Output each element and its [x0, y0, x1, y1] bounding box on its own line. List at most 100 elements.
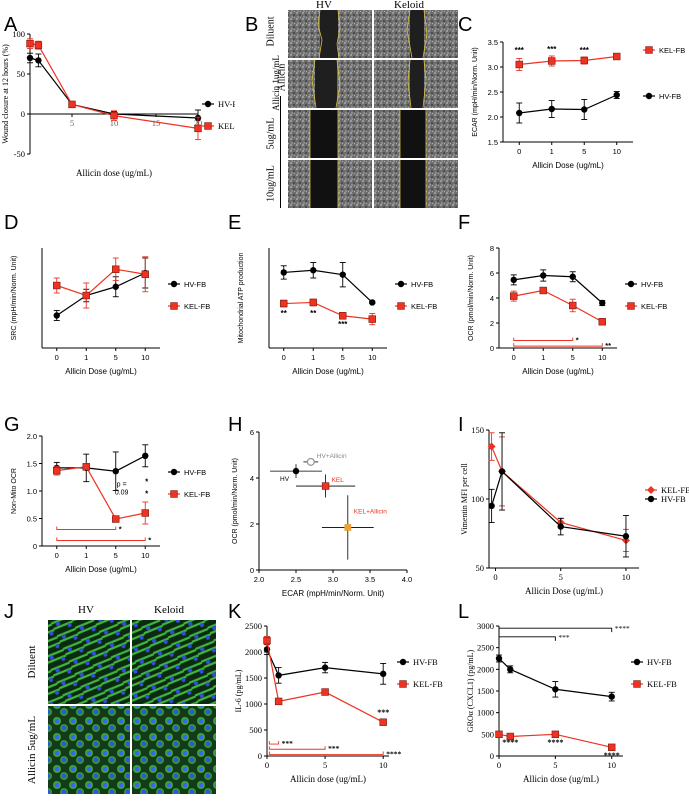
axes-K: 0 5 10 0 500 1000 1500 2000 2500 Allicin dose (ug… [234, 621, 389, 784]
annotation: *** [580, 46, 590, 55]
x-tick-label: 10 [110, 118, 119, 128]
data-point [548, 105, 555, 113]
data-point [309, 298, 317, 307]
micrograph-b-grid [288, 9, 458, 208]
data-point [26, 39, 34, 48]
point-group: HV+Allicin [303, 453, 347, 466]
series-line [56, 455, 146, 472]
data-point [112, 468, 119, 475]
micrograph-j-row-allicin: Allicin 5ug/mL [26, 715, 38, 785]
x-tick-label: 5 [553, 760, 557, 770]
point-group: KEL [296, 474, 356, 498]
legend-item: KEL-FB [631, 679, 677, 689]
data-point [82, 463, 90, 471]
annotation: ** [310, 309, 317, 318]
point-label: HV+Allicin [317, 453, 347, 460]
legend-item: HV-FB [202, 99, 235, 109]
x-tick-label: 15 [152, 118, 161, 128]
data-point [34, 41, 43, 49]
data-point [280, 269, 287, 276]
chart-il6: 0 5 10 0 500 1000 1500 2000 2500 Allicin dose (ug… [234, 621, 443, 784]
x-tick-label: 2.5 [291, 575, 301, 584]
y-tick-label: 0 [33, 542, 37, 551]
y-tick-label: 6 [250, 428, 254, 437]
chart-mito-atp: 0 1 5 10 Allicin Dose (ug/mL) Mitochondrial A… [238, 248, 437, 376]
series-hv-fb [53, 444, 149, 491]
series-kel-fb [280, 298, 376, 326]
series-hv-fb [495, 654, 615, 702]
series-line [56, 466, 146, 520]
y-tick-label: 1000 [477, 708, 494, 718]
micrograph-j-row-diluent: Diluent [26, 645, 38, 679]
x-tick-label: 5 [114, 353, 118, 362]
data-point [280, 299, 288, 308]
panel-label-b: B [245, 14, 259, 36]
panel-label-i: I [458, 414, 464, 436]
series-kel-fb [495, 730, 616, 752]
data-point [598, 318, 606, 326]
y-tick-label: 2500 [477, 643, 494, 653]
data-point [339, 271, 346, 278]
series-kel-fb [53, 256, 149, 309]
legend-marker [204, 122, 212, 130]
series-line [513, 274, 603, 304]
x-tick-label: 10 [141, 353, 149, 362]
bracket-label: * [576, 336, 579, 345]
data-point [82, 291, 90, 300]
y-tick-label: 0 [258, 751, 262, 761]
significance-bracket: *** [268, 744, 340, 753]
series-line [56, 272, 146, 316]
legend-label: KEL-FB [413, 679, 443, 689]
legend-marker [627, 280, 635, 288]
legend-item: HV-FB [168, 468, 206, 477]
legend-label: KEL-FB [647, 679, 677, 689]
x-axis-label: Allicin dose (ug/mL) [76, 168, 152, 178]
bracket-line [268, 746, 326, 750]
chart-non-mito-ocr: 0 1 5 10 0 0.5 1.0 1.5 2.0 Allicin Dose (ug/mL) No… [11, 432, 210, 574]
data-point [274, 697, 283, 706]
data-point [495, 655, 503, 662]
significance-bracket: **** [268, 749, 401, 758]
legend-label: HV-FB [413, 657, 438, 667]
y-tick-label: 3000 [477, 621, 494, 631]
data-point [194, 124, 202, 133]
series-line [266, 649, 384, 677]
legend-item: HV-FB [645, 494, 686, 504]
data-point [141, 509, 149, 517]
data-point [339, 312, 347, 320]
data-point [507, 666, 514, 673]
series-line [29, 57, 199, 119]
x-tick-label: 5 [571, 353, 575, 362]
y-tick-label: 1.0 [27, 487, 37, 496]
y-axis-label: Non-Mito OCR [11, 468, 18, 514]
x-tick-label: 10 [622, 572, 631, 582]
micrograph-b-col-hv: HV [316, 0, 332, 11]
legend-item: HV-FB [397, 657, 438, 667]
micrograph-b-row-10ug: 10ug/mL [265, 165, 277, 202]
x-tick-label: 0 [55, 551, 59, 560]
legend-marker [170, 280, 178, 288]
data-point [608, 693, 615, 700]
series-kel-fb [26, 38, 202, 141]
legend-item: KEL-FB [397, 679, 443, 689]
panel-label-c: C [458, 14, 473, 36]
y-tick-label: 6 [490, 269, 494, 278]
legend-label: HV-FB [411, 280, 433, 289]
legend-label: HV-FB [661, 494, 686, 504]
data-point [379, 670, 387, 678]
bracket-label: * [148, 536, 151, 545]
legend-item: KEL-FB [168, 302, 210, 311]
panel-label-j: J [4, 601, 14, 623]
y-tick-label: 3.5 [488, 38, 498, 47]
micrograph-b-bracket-line [280, 96, 281, 208]
significance-bracket-top: **** [498, 624, 630, 633]
annotation: *** [547, 45, 557, 54]
y-tick-label: 0 [250, 566, 254, 575]
x-tick-label: 5 [114, 551, 118, 560]
axes-E: 0 1 5 10 Allicin Dose (ug/mL) Mitochondrial A… [238, 248, 387, 376]
legend-label: HV-FB [647, 657, 672, 667]
bracket-line [513, 337, 574, 341]
